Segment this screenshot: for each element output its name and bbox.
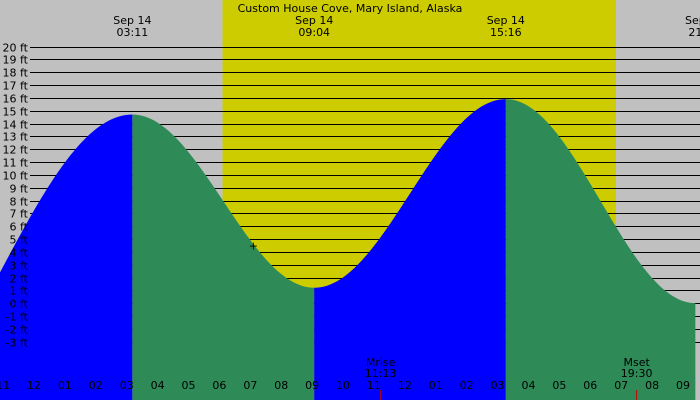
y-tick-label: 5 ft bbox=[10, 234, 29, 247]
extreme-time-label: 15:16 bbox=[490, 26, 522, 39]
y-tick-label: 20 ft bbox=[3, 42, 29, 55]
y-tick-label: 2 ft bbox=[10, 273, 29, 286]
y-tick-label: 17 ft bbox=[3, 80, 29, 93]
extreme-date-label: Sep bbox=[685, 14, 700, 27]
hour-tick-label: 06 bbox=[583, 379, 597, 392]
moon-event-time: 19:30 bbox=[621, 367, 653, 380]
hour-tick-label: 02 bbox=[460, 379, 474, 392]
extreme-time-label: 09:04 bbox=[298, 26, 330, 39]
y-tick-label: 8 ft bbox=[10, 196, 29, 209]
hour-tick-label: 09 bbox=[305, 379, 319, 392]
hour-tick-label: 12 bbox=[398, 379, 412, 392]
rising-tide-area bbox=[0, 114, 133, 400]
y-tick-label: 6 ft bbox=[10, 221, 29, 234]
hour-tick-label: 04 bbox=[151, 379, 165, 392]
falling-tide-area bbox=[132, 114, 315, 400]
hour-tick-label: 05 bbox=[182, 379, 196, 392]
y-tick-label: 13 ft bbox=[3, 131, 29, 144]
extreme-time-label: 21 bbox=[688, 26, 700, 39]
hour-tick-label: 06 bbox=[212, 379, 226, 392]
y-tick-label: 3 ft bbox=[10, 260, 29, 273]
y-tick-label: 11 ft bbox=[3, 157, 29, 170]
tide-marker: + bbox=[249, 239, 258, 252]
extreme-time-label: 03:11 bbox=[117, 26, 149, 39]
y-tick-label: 9 ft bbox=[10, 183, 29, 196]
hour-tick-label: 02 bbox=[89, 379, 103, 392]
y-tick-label: 12 ft bbox=[3, 144, 29, 157]
hour-tick-label: 10 bbox=[336, 379, 350, 392]
hour-tick-label: 12 bbox=[27, 379, 41, 392]
extreme-date-label: Sep 14 bbox=[295, 14, 333, 27]
y-tick-label: 15 ft bbox=[3, 106, 29, 119]
hour-tick-label: 11 bbox=[367, 379, 381, 392]
y-tick-label: 0 ft bbox=[10, 298, 29, 311]
y-tick-label: 7 ft bbox=[10, 208, 29, 221]
moon-event-label: Mset bbox=[623, 356, 650, 369]
hour-tick-label: 01 bbox=[58, 379, 72, 392]
hour-tick-label: 08 bbox=[274, 379, 288, 392]
y-tick-label: 14 ft bbox=[3, 119, 29, 132]
extreme-date-label: Sep 14 bbox=[487, 14, 525, 27]
y-tick-label: 19 ft bbox=[3, 54, 29, 67]
hour-tick-label: 05 bbox=[552, 379, 566, 392]
hour-axis-labels: 11 12 01 02 03 04 05 06 07 08 09 10 11 12 01 02 03 04 05 06… bbox=[0, 379, 690, 392]
hour-tick-label: 11 bbox=[0, 379, 10, 392]
hour-tick-label: 03 bbox=[491, 379, 505, 392]
hour-tick-label: 08 bbox=[645, 379, 659, 392]
hour-tick-label: 03 bbox=[120, 379, 134, 392]
y-tick-label: -2 ft bbox=[6, 324, 29, 337]
hour-tick-label: 07 bbox=[243, 379, 257, 392]
y-tick-label: -1 ft bbox=[6, 311, 29, 324]
moon-event-time: 11:13 bbox=[365, 367, 397, 380]
moon-event-label: Mrise bbox=[366, 356, 396, 369]
falling-tide-area bbox=[505, 99, 696, 400]
hour-tick-label: 04 bbox=[521, 379, 535, 392]
tide-areas bbox=[0, 99, 696, 400]
chart-title: Custom House Cove, Mary Island, Alaska bbox=[238, 2, 463, 15]
hour-tick-label: 09 bbox=[676, 379, 690, 392]
y-tick-label: 18 ft bbox=[3, 67, 29, 80]
y-tick-label: 4 ft bbox=[10, 247, 29, 260]
y-tick-label: 1 ft bbox=[10, 285, 29, 298]
extreme-date-label: Sep 14 bbox=[113, 14, 151, 27]
rising-tide-area bbox=[314, 99, 506, 400]
y-tick-label: 16 ft bbox=[3, 93, 29, 106]
hour-tick-label: 07 bbox=[614, 379, 628, 392]
y-tick-label: -3 ft bbox=[6, 337, 29, 350]
y-tick-label: 10 ft bbox=[3, 170, 29, 183]
hour-tick-label: 01 bbox=[429, 379, 443, 392]
